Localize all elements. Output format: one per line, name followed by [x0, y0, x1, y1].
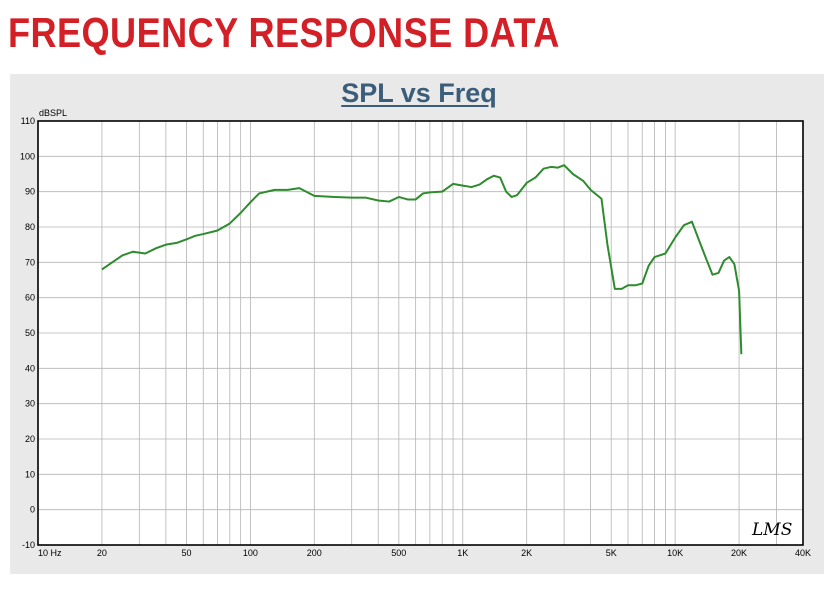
x-tick-label: 10K — [667, 548, 683, 558]
y-axis-unit-label: dBSPL — [39, 108, 67, 118]
y-tick-label: 40 — [25, 363, 35, 373]
plot-frame — [37, 120, 804, 546]
x-tick-label: 20K — [731, 548, 747, 558]
x-tick-label: 10 Hz — [38, 548, 62, 558]
y-tick-label: 100 — [20, 151, 35, 161]
y-tick-label: 90 — [25, 187, 35, 197]
x-tick-label: 20 — [97, 548, 107, 558]
x-tick-label: 500 — [391, 548, 406, 558]
y-tick-label: 50 — [25, 328, 35, 338]
y-tick-label: 20 — [25, 434, 35, 444]
x-tick-labels: 10 Hz 20 50 100 200 500 1K 2K 5K 10K 20K 40K — [38, 548, 811, 558]
x-tick-label: 100 — [243, 548, 258, 558]
page-heading: FREQUENCY RESPONSE DATA — [8, 9, 560, 56]
y-tick-label: 60 — [25, 293, 35, 303]
y-tick-label: 10 — [25, 469, 35, 479]
x-tick-label: 5K — [606, 548, 617, 558]
lms-signature: LMS — [751, 520, 792, 540]
x-tick-label: 1K — [457, 548, 468, 558]
x-tick-label: 50 — [181, 548, 191, 558]
x-tick-label: 40K — [795, 548, 811, 558]
chart-title: SPL vs Freq — [341, 78, 497, 108]
y-tick-label: 70 — [25, 257, 35, 267]
y-tick-label: 30 — [25, 399, 35, 409]
y-tick-label: 80 — [25, 222, 35, 232]
y-tick-label: 110 — [21, 116, 35, 126]
y-tick-label: 0 — [30, 505, 35, 515]
y-tick-label: -10 — [22, 540, 35, 550]
x-tick-label: 2K — [521, 548, 532, 558]
x-tick-label: 200 — [307, 548, 322, 558]
spl-series-line — [101, 164, 743, 355]
